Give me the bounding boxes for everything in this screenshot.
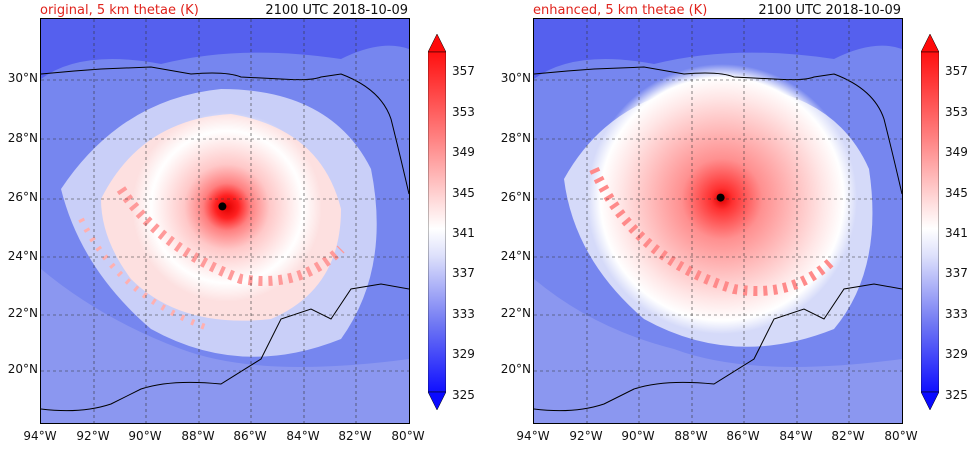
panel-time: 2100 UTC 2018-10-09 [758, 3, 901, 18]
colorbar-label: 329 [452, 347, 475, 361]
colorbar-label: 325 [452, 388, 475, 402]
colorbar-label: 329 [945, 347, 968, 361]
lon-label: 88°W [674, 429, 708, 443]
panel-original: original, 5 km thetae (K) 2100 UTC 2018-… [0, 0, 480, 449]
lon-label: 86°W [726, 429, 760, 443]
storm-center-marker [218, 202, 227, 211]
colorbar-label: 345 [945, 186, 968, 200]
colorbar-label: 341 [452, 226, 475, 240]
map-enhanced [533, 18, 903, 424]
lon-label: 92°W [569, 429, 603, 443]
lon-label: 92°W [76, 429, 110, 443]
map-original [40, 18, 410, 424]
lat-label: 30°N [500, 71, 531, 85]
lat-label: 20°N [7, 362, 38, 376]
lon-label: 90°W [128, 429, 162, 443]
lat-label: 28°N [500, 131, 531, 145]
lon-label: 88°W [181, 429, 215, 443]
panel-enhanced: enhanced, 5 km thetae (K) 2100 UTC 2018-… [493, 0, 972, 449]
colorbar-label: 337 [945, 266, 968, 280]
panel-time: 2100 UTC 2018-10-09 [265, 3, 408, 18]
lon-label: 80°W [391, 429, 425, 443]
lat-label: 24°N [500, 249, 531, 263]
lon-label: 80°W [884, 429, 918, 443]
colorbar-label: 333 [945, 307, 968, 321]
colorbar-enhanced [921, 34, 939, 410]
lat-label: 22°N [500, 306, 531, 320]
colorbar-label: 337 [452, 266, 475, 280]
thetae-field-enhanced [534, 19, 902, 423]
storm-center-marker [716, 193, 725, 202]
lon-label: 84°W [286, 429, 320, 443]
colorbar-label: 341 [945, 226, 968, 240]
lat-label: 24°N [7, 249, 38, 263]
lon-label: 86°W [233, 429, 267, 443]
lon-label: 94°W [516, 429, 550, 443]
colorbar-label: 325 [945, 388, 968, 402]
colorbar-label: 353 [945, 105, 968, 119]
lat-label: 22°N [7, 306, 38, 320]
lat-label: 28°N [7, 131, 38, 145]
colorbar-label: 349 [452, 145, 475, 159]
panel-title: original, 5 km thetae (K) [40, 3, 199, 18]
colorbar-original [428, 34, 446, 410]
lat-label: 26°N [500, 190, 531, 204]
lon-label: 90°W [621, 429, 655, 443]
colorbar-label: 333 [452, 307, 475, 321]
colorbar-label: 349 [945, 145, 968, 159]
colorbar-label: 357 [945, 64, 968, 78]
lat-label: 20°N [500, 362, 531, 376]
colorbar-label: 357 [452, 64, 475, 78]
colorbar-label: 345 [452, 186, 475, 200]
lon-label: 94°W [23, 429, 57, 443]
lon-label: 84°W [779, 429, 813, 443]
lat-label: 30°N [7, 71, 38, 85]
thetae-field-original [41, 19, 409, 423]
panel-title: enhanced, 5 km thetae (K) [533, 3, 708, 18]
lat-label: 26°N [7, 190, 38, 204]
colorbar-label: 353 [452, 105, 475, 119]
lon-label: 82°W [831, 429, 865, 443]
lon-label: 82°W [338, 429, 372, 443]
